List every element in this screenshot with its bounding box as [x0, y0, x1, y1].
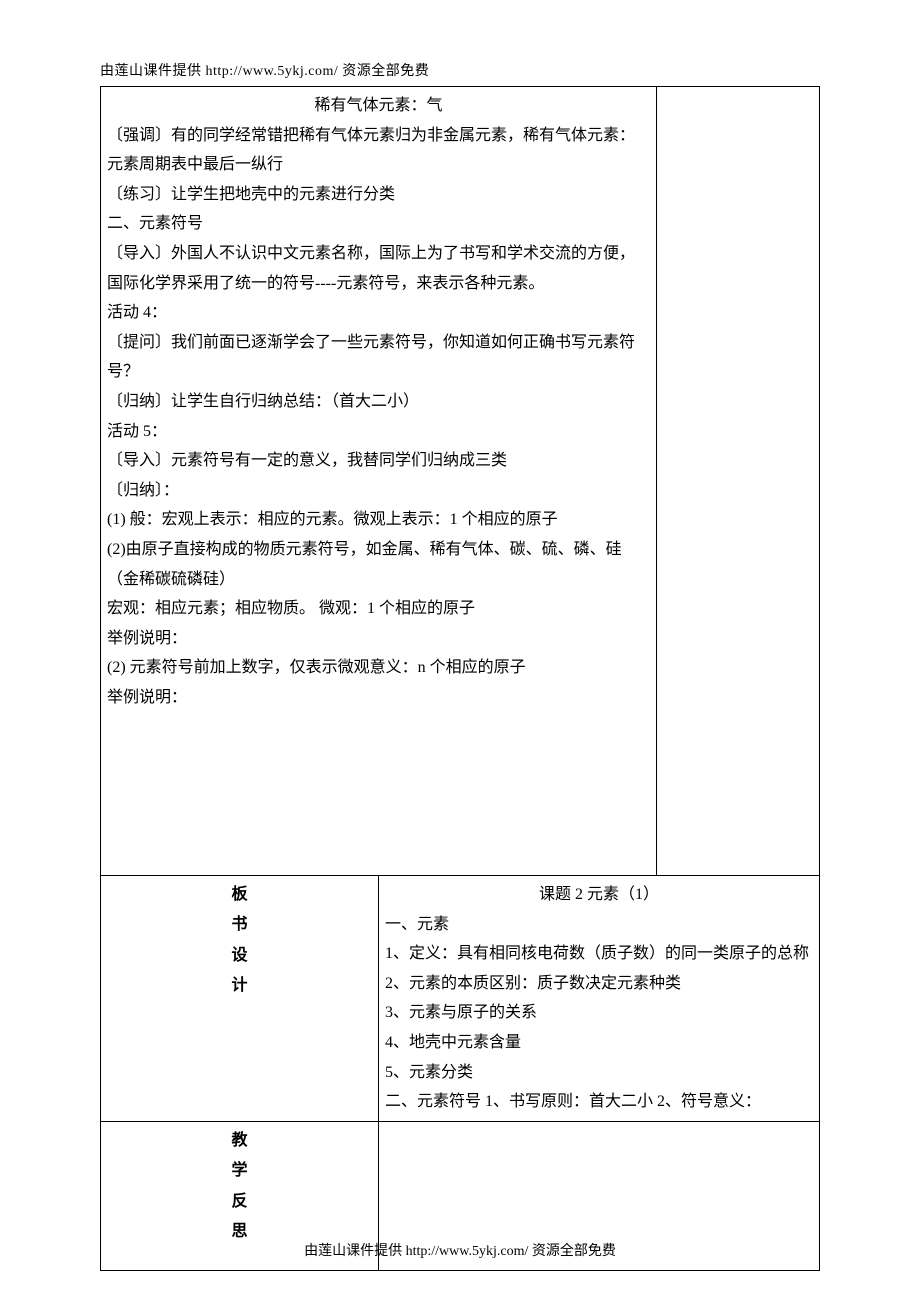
content-line: 宏观：相应元素；相应物质。 微观：1 个相应的原子: [107, 594, 650, 624]
content-line: 4、地壳中元素含量: [385, 1028, 813, 1058]
content-line: 二、元素符号: [107, 209, 650, 239]
board-title: 课题 2 元素（1）: [385, 880, 813, 910]
label-char: 书: [107, 910, 372, 940]
content-line: 〔归纳〕让学生自行归纳总结：（首大二小）: [107, 387, 650, 417]
label-char: 教: [107, 1126, 372, 1156]
content-line: 活动 4：: [107, 298, 650, 328]
content-line: 活动 5：: [107, 417, 650, 447]
content-line: (2) 元素符号前加上数字，仅表示微观意义：n 个相应的原子: [107, 653, 650, 683]
page: 由莲山课件提供 http://www.5ykj.com/ 资源全部免费 稀有气体…: [0, 0, 920, 1302]
page-header: 由莲山课件提供 http://www.5ykj.com/ 资源全部免费: [100, 60, 820, 80]
content-line: (2)由原子直接构成的物质元素符号，如金属、稀有气体、碳、硫、磷、硅（金稀碳硫磷…: [107, 535, 650, 594]
content-line: 二、元素符号 1、书写原则：首大二小 2、符号意义：: [385, 1087, 813, 1117]
lesson-content-cell: 稀有气体元素：气 〔强调〕有的同学经常错把稀有气体元素归为非金属元素，稀有气体元…: [101, 87, 657, 876]
header-text: 由莲山课件提供 http://www.5ykj.com/ 资源全部免费: [100, 64, 429, 79]
notes-cell: [657, 87, 820, 876]
lesson-table: 稀有气体元素：气 〔强调〕有的同学经常错把稀有气体元素归为非金属元素，稀有气体元…: [100, 86, 820, 1271]
content-line: 3、元素与原子的关系: [385, 998, 813, 1028]
content-line: 〔强调〕有的同学经常错把稀有气体元素归为非金属元素，稀有气体元素：元素周期表中最…: [107, 121, 650, 180]
page-footer: 由莲山课件提供 http://www.5ykj.com/ 资源全部免费: [0, 1240, 920, 1260]
label-char: 设: [107, 941, 372, 971]
label-char: 计: [107, 971, 372, 1001]
content-line: 〔归纳〕：: [107, 476, 650, 506]
content-line: 一、元素: [385, 910, 813, 940]
footer-text: 由莲山课件提供 http://www.5ykj.com/ 资源全部免费: [304, 1244, 616, 1259]
section-title: 稀有气体元素：气: [107, 91, 650, 121]
content-line: 〔导入〕外国人不认识中文元素名称，国际上为了书写和学术交流的方便，国际化学界采用…: [107, 239, 650, 298]
table-row: 板 书 设 计 课题 2 元素（1） 一、元素 1、定义：具有相同核电荷数（质子…: [101, 876, 820, 1122]
content-line: (1) 般：宏观上表示：相应的元素。微观上表示：1 个相应的原子: [107, 505, 650, 535]
content-line: 2、元素的本质区别：质子数决定元素种类: [385, 969, 813, 999]
table-row: 稀有气体元素：气 〔强调〕有的同学经常错把稀有气体元素归为非金属元素，稀有气体元…: [101, 87, 820, 876]
content-line: 〔提问〕我们前面已逐渐学会了一些元素符号，你知道如何正确书写元素符号？: [107, 328, 650, 387]
board-design-cell: 课题 2 元素（1） 一、元素 1、定义：具有相同核电荷数（质子数）的同一类原子…: [379, 876, 820, 1122]
content-line: 〔导入〕元素符号有一定的意义，我替同学们归纳成三类: [107, 446, 650, 476]
row-label-board-design: 板 书 设 计: [101, 876, 379, 1122]
content-line: 举例说明：: [107, 683, 650, 713]
label-char: 板: [107, 880, 372, 910]
content-line: 1、定义：具有相同核电荷数（质子数）的同一类原子的总称: [385, 939, 813, 969]
content-line: 〔练习〕让学生把地壳中的元素进行分类: [107, 180, 650, 210]
label-char: 反: [107, 1187, 372, 1217]
content-line: 5、元素分类: [385, 1058, 813, 1088]
content-line: 举例说明：: [107, 624, 650, 654]
label-char: 学: [107, 1156, 372, 1186]
